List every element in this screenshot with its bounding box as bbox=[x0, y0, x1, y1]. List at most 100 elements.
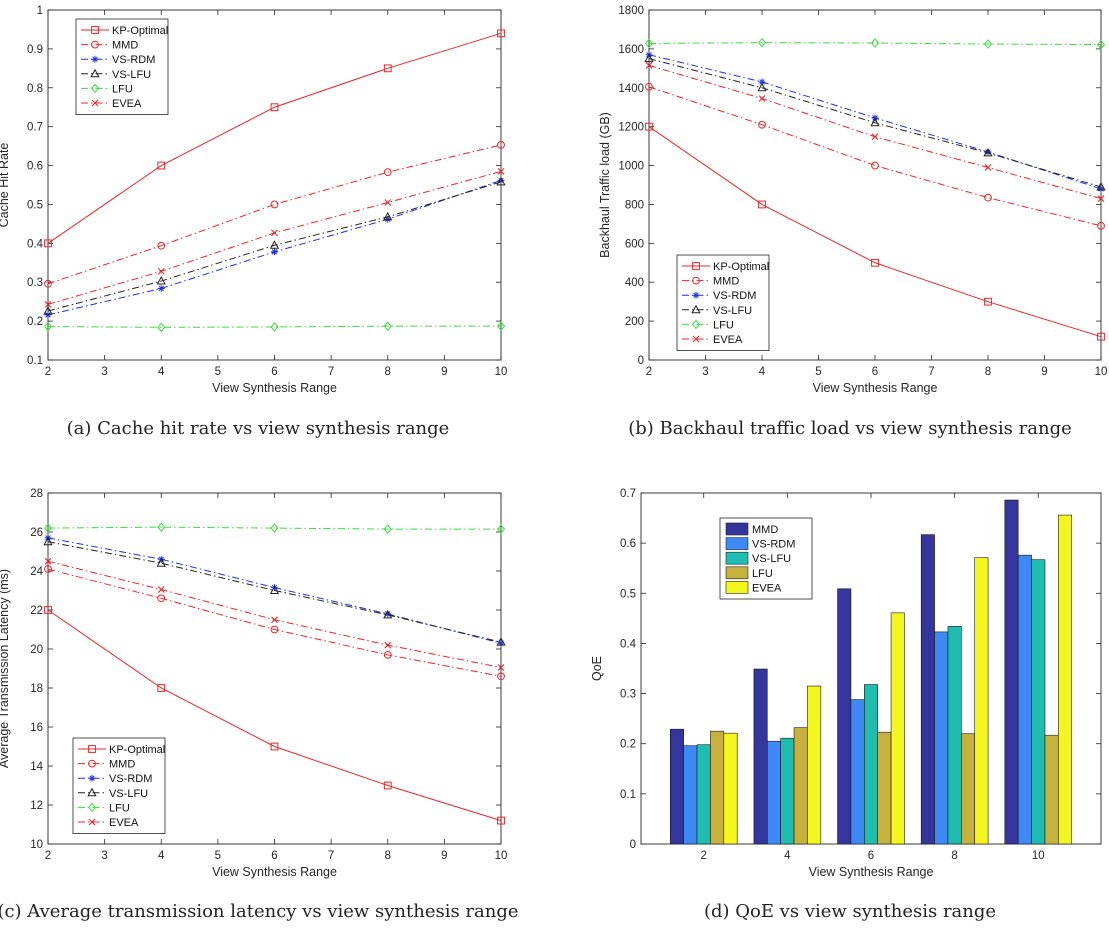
data-point-vs-lfu bbox=[269, 240, 280, 249]
series-line-lfu bbox=[648, 42, 1102, 46]
y-tick-label: 0.5 bbox=[620, 588, 636, 600]
data-point-lfu bbox=[383, 524, 392, 534]
bar-mmd bbox=[753, 668, 768, 845]
y-tick-label: 14 bbox=[30, 761, 43, 773]
y-tick-label: 800 bbox=[625, 199, 644, 211]
data-point-mmd bbox=[157, 241, 166, 250]
bar-vs-lfu bbox=[696, 744, 711, 845]
bar-vs-lfu bbox=[1031, 559, 1046, 845]
y-tick-label: 200 bbox=[625, 316, 644, 328]
data-point-evea bbox=[271, 229, 278, 237]
data-point-evea bbox=[44, 557, 52, 565]
x-tick-label: 9 bbox=[441, 366, 447, 378]
data-point-vs-lfu bbox=[496, 176, 506, 186]
legend-marker-mmd bbox=[88, 759, 96, 768]
y-tick-label: 1200 bbox=[618, 122, 644, 134]
y-tick-label: 1000 bbox=[618, 161, 644, 173]
legend-marker-mmd bbox=[91, 40, 99, 49]
data-point-evea bbox=[157, 586, 165, 593]
data-point-mmd bbox=[497, 141, 505, 149]
x-axis-label: View Synthesis Range bbox=[212, 865, 337, 879]
data-point-vs-rdm bbox=[758, 78, 766, 86]
y-tick-label: 0.9 bbox=[27, 44, 43, 56]
bar-lfu bbox=[1044, 734, 1059, 845]
x-tick-label: 8 bbox=[385, 850, 391, 862]
bar-lfu bbox=[961, 733, 976, 845]
caption-c: (c) Average transmission latency vs view… bbox=[0, 901, 519, 922]
data-point-lfu bbox=[870, 38, 880, 48]
series-line-lfu bbox=[47, 526, 501, 530]
legend-marker-evea bbox=[91, 99, 99, 107]
legend-label-vs-lfu: VS-LFU bbox=[713, 305, 752, 317]
legend-swatch-lfu bbox=[725, 566, 749, 580]
data-point-vs-lfu bbox=[1096, 181, 1106, 191]
x-tick-label: 2 bbox=[45, 850, 51, 862]
y-tick-label: 26 bbox=[30, 527, 43, 539]
legend-swatch-vs-lfu bbox=[725, 551, 749, 565]
data-point-vs-lfu bbox=[383, 609, 393, 619]
y-tick-label: 0.7 bbox=[27, 122, 43, 134]
legend-marker-kp-optimal bbox=[88, 745, 96, 753]
y-tick-label: 20 bbox=[30, 644, 43, 656]
legend-label-vs-lfu: VS-LFU bbox=[752, 553, 791, 565]
y-tick-label: 400 bbox=[625, 277, 644, 289]
data-point-kp-optimal bbox=[383, 64, 392, 73]
x-tick-label: 4 bbox=[759, 366, 766, 378]
series-line-lfu bbox=[47, 325, 501, 328]
x-tick-label: 4 bbox=[158, 850, 165, 862]
y-tick-label: 0.3 bbox=[620, 689, 636, 701]
legend-label-lfu: LFU bbox=[713, 319, 734, 331]
x-tick-label: 8 bbox=[985, 366, 991, 378]
data-point-vs-rdm bbox=[44, 311, 52, 319]
y-tick-label: 0.3 bbox=[27, 277, 43, 289]
data-point-kp-optimal bbox=[157, 684, 166, 692]
y-tick-label: 0.4 bbox=[620, 638, 637, 650]
bar-vs-rdm bbox=[683, 745, 698, 845]
data-point-mmd bbox=[383, 168, 392, 177]
bar-mmd bbox=[1004, 499, 1019, 845]
data-point-kp-optimal bbox=[758, 200, 766, 209]
chart-backhaul-traffic: 0 200 400 600 800 1000 1200 1400 1600 1800 Backhau… bbox=[598, 5, 1107, 395]
x-tick-label: 10 bbox=[1032, 850, 1045, 862]
data-point-vs-rdm bbox=[384, 215, 392, 223]
data-point-mmd bbox=[984, 193, 992, 202]
bar-evea bbox=[974, 557, 989, 845]
x-tick-label: 2 bbox=[701, 850, 707, 862]
legend-label-mmd: MMD bbox=[109, 759, 135, 771]
data-point-mmd bbox=[44, 565, 52, 573]
legend-label-lfu: LFU bbox=[109, 802, 130, 814]
series-line-mmd bbox=[648, 86, 1102, 227]
legend-label-mmd: MMD bbox=[713, 276, 739, 288]
data-point-kp-optimal bbox=[497, 816, 505, 825]
y-tick-label: 0 bbox=[638, 355, 644, 367]
x-axis-label: View Synthesis Range bbox=[813, 381, 938, 395]
legend-marker-vs-rdm bbox=[692, 291, 700, 299]
legend-label-vs-rdm: VS-RDM bbox=[109, 773, 152, 785]
data-point-evea bbox=[645, 62, 653, 69]
y-axis-label: Cache Hit Rate bbox=[0, 143, 11, 228]
legend-marker-evea bbox=[692, 335, 700, 343]
data-point-evea bbox=[984, 164, 992, 171]
data-point-vs-lfu bbox=[983, 147, 993, 157]
y-axis-label: QoE bbox=[590, 656, 604, 681]
series-line-kp-optimal bbox=[47, 32, 502, 244]
data-point-evea bbox=[157, 267, 165, 275]
x-tick-label: 8 bbox=[385, 366, 391, 378]
x-tick-label: 5 bbox=[815, 366, 821, 378]
data-point-kp-optimal bbox=[984, 297, 992, 306]
x-tick-label: 5 bbox=[215, 850, 221, 862]
bar-evea bbox=[890, 612, 905, 845]
legend-marker-vs-lfu bbox=[90, 68, 100, 78]
series-line-mmd bbox=[47, 144, 502, 285]
x-tick-label: 4 bbox=[784, 850, 791, 862]
legend-label-kp-optimal: KP-Optimal bbox=[109, 744, 165, 756]
legend-label-mmd: MMD bbox=[752, 524, 778, 536]
data-point-vs-lfu bbox=[383, 211, 393, 221]
legend-marker-vs-lfu bbox=[691, 304, 701, 314]
data-point-vs-lfu bbox=[496, 637, 506, 646]
legend-label-evea: EVEA bbox=[752, 582, 782, 594]
data-point-kp-optimal bbox=[871, 258, 879, 267]
data-point-kp-optimal bbox=[270, 103, 279, 112]
data-point-lfu bbox=[270, 523, 279, 533]
